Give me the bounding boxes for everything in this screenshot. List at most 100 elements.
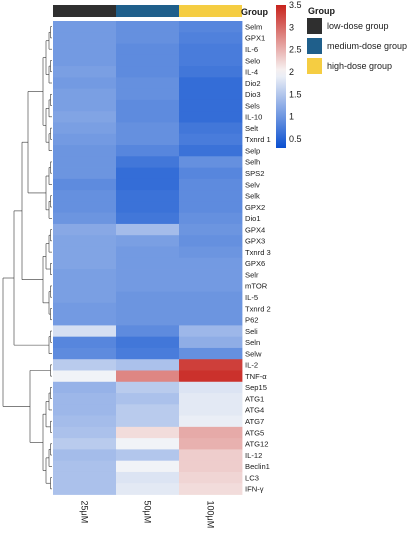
row-label: Beclin1 xyxy=(245,462,270,471)
heatmap-cell xyxy=(116,99,180,112)
heatmap-cell xyxy=(53,483,117,495)
heatmap-cell xyxy=(116,178,180,191)
row-label: Selw xyxy=(245,349,262,358)
heatmap-cell xyxy=(116,460,180,473)
heatmap-cell xyxy=(53,336,117,349)
heatmap-cell xyxy=(179,393,243,405)
heatmap-cell xyxy=(116,370,180,383)
row-label: Selk xyxy=(245,192,260,201)
row-label: ATG12 xyxy=(245,440,269,449)
heatmap-cell xyxy=(179,291,243,304)
group-legend-label: low-dose group xyxy=(327,21,389,31)
row-labels: Selm GPX1 IL-6 Selo IL-4 Dio2 Dio3 Sels IL-10 Sel… xyxy=(245,22,271,493)
heatmap-cell xyxy=(53,381,117,394)
group-legend-swatch xyxy=(307,58,322,74)
heatmap-cell xyxy=(116,449,180,462)
heatmap-cell xyxy=(53,190,117,202)
row-label: LC3 xyxy=(245,473,259,482)
row-label: Selr xyxy=(245,270,259,279)
heatmap-cell xyxy=(116,201,180,214)
heatmap-cell xyxy=(53,235,117,247)
heatmap-cell xyxy=(179,167,243,180)
heatmap-cell xyxy=(116,145,180,157)
row-label: P62 xyxy=(245,316,259,325)
row-label: Dio1 xyxy=(245,214,261,223)
heatmap-cell xyxy=(179,133,243,146)
heatmap-cell xyxy=(179,212,243,225)
heatmap-cell xyxy=(179,460,243,473)
heatmap-cell xyxy=(179,438,243,450)
row-dendrogram xyxy=(2,26,52,490)
group-annotation-label: Group xyxy=(241,7,268,17)
heatmap-cell xyxy=(53,133,117,146)
heatmap-cell xyxy=(179,32,243,44)
heatmap-cell xyxy=(179,404,243,416)
heatmap-cell xyxy=(116,223,180,236)
row-label: ATG4 xyxy=(245,406,264,415)
row-label: mTOR xyxy=(245,282,268,291)
column-label: 25μM xyxy=(80,501,90,524)
heatmap-cell xyxy=(53,426,117,439)
group-bar-cell xyxy=(116,5,179,17)
row-label: Dio3 xyxy=(245,90,261,99)
heatmap-cell xyxy=(179,190,243,202)
column-label: 100μM xyxy=(206,501,216,529)
heatmap-cell xyxy=(53,291,117,304)
heatmap-cell xyxy=(116,381,180,394)
heatmap-cell xyxy=(116,257,180,270)
heatmap-cell xyxy=(53,257,117,270)
heatmap-cell xyxy=(116,325,180,338)
heatmap-cell xyxy=(53,145,117,157)
heatmap-cell xyxy=(116,212,180,225)
group-bar-cell xyxy=(179,5,242,17)
heatmap-cell xyxy=(116,246,180,259)
heatmap-cell xyxy=(179,314,243,326)
group-legend-title: Group xyxy=(308,6,335,16)
row-label: GPX6 xyxy=(245,259,265,268)
heatmap-cell xyxy=(53,359,117,371)
heatmap-cell xyxy=(116,426,180,439)
heatmap-cell xyxy=(179,122,243,135)
heatmap-cell xyxy=(53,54,117,67)
heatmap-cell xyxy=(179,43,243,56)
heatmap-cell xyxy=(179,246,243,259)
heatmap-cell xyxy=(179,370,243,383)
heatmap-cell xyxy=(116,21,180,33)
heatmap-cell xyxy=(53,370,117,383)
row-label: GPX2 xyxy=(245,203,265,212)
heatmap-cell xyxy=(179,77,243,90)
heatmap-cell xyxy=(179,223,243,236)
heatmap-cell xyxy=(116,314,180,326)
row-label: IL-4 xyxy=(245,68,258,77)
heatmap-cell xyxy=(179,415,243,428)
heatmap-cell xyxy=(116,393,180,405)
row-label: Txnrd 3 xyxy=(245,248,271,257)
row-label: Dio2 xyxy=(245,79,261,88)
heatmap-cell xyxy=(53,438,117,450)
row-label: IL-6 xyxy=(245,45,258,54)
heatmap-cell xyxy=(53,223,117,236)
heatmap-cell xyxy=(116,438,180,450)
heatmap-cell xyxy=(116,133,180,146)
heatmap-cell xyxy=(116,269,180,281)
heatmap-cell xyxy=(53,43,117,56)
color-scale-tick: 0.5 xyxy=(289,134,302,144)
row-label: Selm xyxy=(245,22,262,31)
heatmap-cell xyxy=(53,122,117,135)
row-label: GPX4 xyxy=(245,225,265,234)
heatmap-cell xyxy=(116,404,180,416)
color-scale-bar xyxy=(276,5,286,148)
heatmap-cell xyxy=(116,483,180,495)
heatmap-cell xyxy=(53,393,117,405)
heatmap-cell xyxy=(53,66,117,78)
row-label: Txnrd 2 xyxy=(245,304,271,313)
heatmap-cell xyxy=(116,111,180,123)
heatmap-cell xyxy=(116,291,180,304)
color-scale-tick: 3 xyxy=(289,22,294,32)
heatmap-cell xyxy=(116,235,180,247)
heatmap-cell xyxy=(179,88,243,101)
heatmap-cell xyxy=(53,111,117,123)
group-legend: Group low-dose group medium-dose group hig… xyxy=(307,6,407,74)
heatmap-cell xyxy=(116,167,180,180)
heatmap-cell xyxy=(53,212,117,225)
